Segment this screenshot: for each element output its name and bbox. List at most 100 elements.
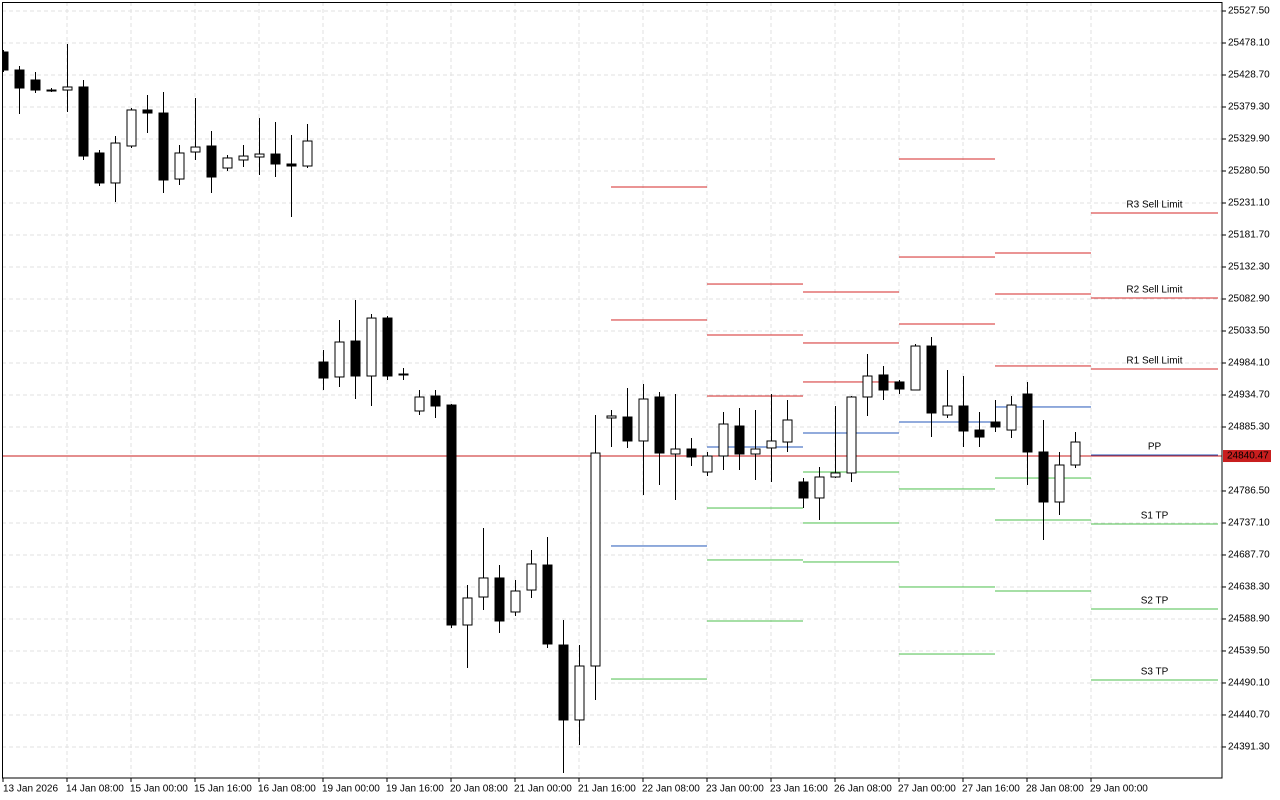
x-tick-label: 23 Jan 16:00 — [770, 784, 828, 795]
y-tick-label: 25132.30 — [1228, 262, 1270, 273]
candle-body — [606, 415, 617, 419]
candle-body — [62, 86, 73, 91]
y-tick-label: 24588.90 — [1228, 614, 1270, 625]
x-tick-label: 26 Jan 08:00 — [834, 784, 892, 795]
plot-frame — [2, 2, 1223, 779]
candle-body — [590, 452, 601, 667]
candle-body — [14, 69, 25, 89]
candle-body — [446, 404, 457, 626]
x-tick-label: 20 Jan 08:00 — [450, 784, 508, 795]
candle-body — [958, 405, 969, 432]
candle-body — [110, 142, 121, 184]
x-tick-label: 28 Jan 08:00 — [1026, 784, 1084, 795]
x-tick-label: 19 Jan 00:00 — [322, 784, 380, 795]
y-tick-label: 24737.10 — [1228, 518, 1270, 529]
candle-body — [302, 140, 313, 167]
candle-body — [750, 448, 761, 455]
candle-body — [910, 345, 921, 391]
candle-body — [670, 448, 681, 455]
candle-body — [894, 381, 905, 390]
y-tick-label: 25280.50 — [1228, 166, 1270, 177]
candle-body — [94, 152, 105, 184]
candle-body — [702, 455, 713, 473]
x-tick-label: 16 Jan 08:00 — [258, 784, 316, 795]
candle-body — [270, 153, 281, 165]
candle-body — [238, 155, 249, 161]
candle-body — [1070, 441, 1081, 466]
candle-body — [574, 665, 585, 721]
candle-body — [814, 476, 825, 499]
pivot-label: S1 TP — [1141, 511, 1169, 522]
candle-body — [462, 597, 473, 626]
candle-body — [510, 590, 521, 613]
candle-body — [1038, 451, 1049, 503]
last-price-box — [1223, 450, 1271, 463]
y-tick-label: 25181.70 — [1228, 230, 1270, 241]
candle-body — [158, 112, 169, 181]
candle-body — [926, 345, 937, 414]
candle-body — [686, 448, 697, 458]
candle-body — [734, 425, 745, 455]
candle-body — [334, 341, 345, 378]
x-tick-label: 21 Jan 00:00 — [514, 784, 572, 795]
candle-body — [1022, 393, 1033, 453]
plot-area: R3 Sell Limit R2 Sell Limit R1 Sell Limit P… — [2, 43, 1222, 774]
candle-body — [782, 419, 793, 443]
y-tick-label: 24539.50 — [1228, 646, 1270, 657]
grid — [2, 2, 1222, 778]
pivot-label: R2 Sell Limit — [1126, 285, 1182, 296]
x-tick-label: 27 Jan 16:00 — [962, 784, 1020, 795]
candle-body — [654, 396, 665, 454]
x-tick-label: 29 Jan 00:00 — [1090, 784, 1148, 795]
y-tick-label: 24885.30 — [1228, 422, 1270, 433]
pivot-label: S2 TP — [1141, 596, 1169, 607]
candle-body — [862, 375, 873, 398]
candle-body — [46, 89, 57, 92]
candle-body — [174, 152, 185, 180]
candle-body — [718, 423, 729, 457]
y-tick-label: 24490.10 — [1228, 678, 1270, 689]
candle-body — [990, 421, 1001, 428]
candle-body — [414, 396, 425, 412]
y-tick-label: 25329.90 — [1228, 134, 1270, 145]
candle-body — [942, 405, 953, 416]
candle-body — [830, 472, 841, 478]
candle-body — [766, 440, 777, 449]
candle-body — [542, 564, 553, 645]
candle-body — [1054, 464, 1065, 503]
candle-body — [430, 395, 441, 407]
candle-body — [622, 416, 633, 442]
candle-body — [366, 317, 377, 377]
y-tick-label: 25033.50 — [1228, 326, 1270, 337]
pivot-label: R3 Sell Limit — [1126, 200, 1182, 211]
x-tick-label: 15 Jan 16:00 — [194, 784, 252, 795]
y-tick-label: 24440.70 — [1228, 710, 1270, 721]
x-tick-label: 27 Jan 00:00 — [898, 784, 956, 795]
candle-body — [30, 79, 41, 91]
candle-body — [638, 398, 649, 442]
x-tick-label: 23 Jan 00:00 — [706, 784, 764, 795]
pivot-label: S3 TP — [1141, 667, 1169, 678]
candle-body — [222, 157, 233, 169]
candle-body — [318, 361, 329, 379]
candle-body — [142, 109, 153, 114]
candle-body — [398, 373, 409, 376]
y-tick-label: 24934.70 — [1228, 390, 1270, 401]
x-tick-label: 19 Jan 16:00 — [386, 784, 444, 795]
axes: 25527.50 25478.10 25428.70 25379.30 25329.90… — [2, 6, 1271, 795]
candle-body — [478, 577, 489, 598]
y-tick-label: 25478.10 — [1228, 38, 1270, 49]
y-tick-label: 25428.70 — [1228, 70, 1270, 81]
candle-body — [286, 163, 297, 167]
candle-body — [254, 153, 265, 158]
x-tick-label: 21 Jan 16:00 — [578, 784, 636, 795]
last-price-label: 24840.47 — [1227, 451, 1269, 462]
y-tick-label: 24638.30 — [1228, 582, 1270, 593]
pivot-label: R1 Sell Limit — [1126, 356, 1182, 367]
x-tick-label: 14 Jan 08:00 — [66, 784, 124, 795]
y-tick-label: 24687.70 — [1228, 550, 1270, 561]
candle-body — [1006, 404, 1017, 431]
candle-body — [798, 481, 809, 499]
y-tick-label: 24786.50 — [1228, 486, 1270, 497]
